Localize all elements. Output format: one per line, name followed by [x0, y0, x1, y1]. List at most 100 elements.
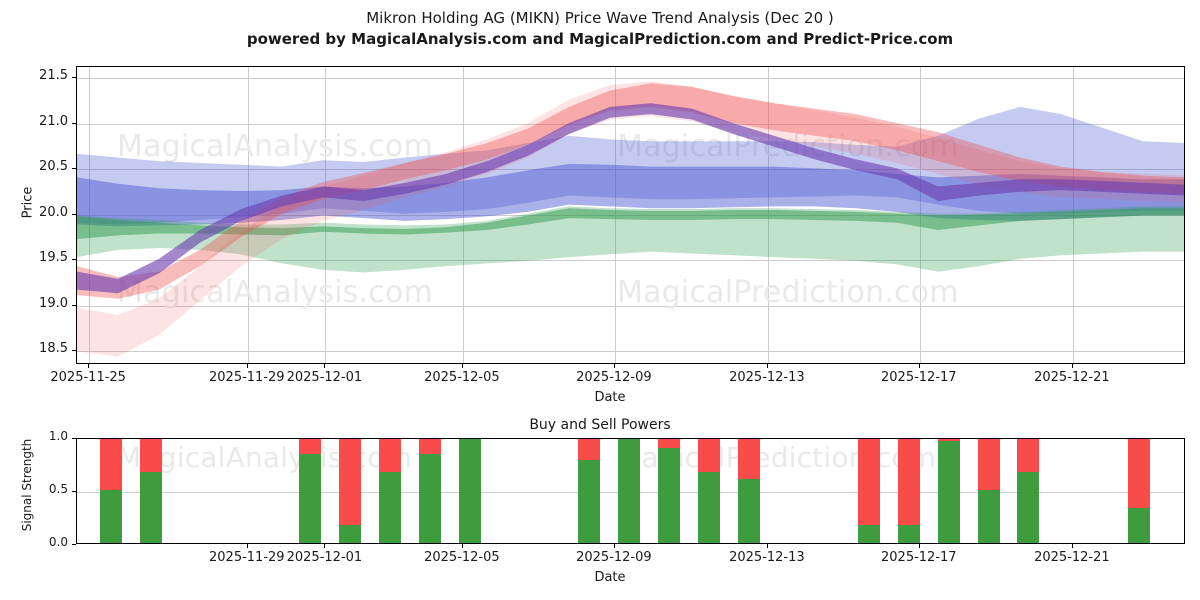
x-tick-mark [324, 544, 326, 548]
y-tick-mark [72, 544, 76, 545]
buy-power-segment [100, 490, 123, 543]
x-tick-label: 2025-12-09 [576, 370, 652, 385]
buy-power-segment [458, 439, 481, 543]
bar-column[interactable] [578, 439, 601, 543]
sell-power-segment [977, 439, 1000, 490]
main-y-axis-label: Price [20, 186, 36, 219]
gridline-vertical [462, 67, 464, 363]
x-tick-mark [246, 364, 248, 368]
bar-column[interactable] [698, 439, 720, 543]
sell-power-segment [937, 439, 960, 442]
price-wave-plot: MagicalAnalysis.com MagicalPrediction.co… [76, 66, 1185, 364]
x-tick-label: 2025-12-05 [424, 550, 500, 565]
bar-column[interactable] [658, 439, 681, 543]
y-tick-label: 20.5 [39, 159, 68, 175]
bar-column[interactable] [418, 439, 441, 543]
y-tick-label: 19.5 [39, 250, 68, 266]
band-red-wave-band [77, 83, 1184, 299]
bar-column[interactable] [1128, 439, 1151, 543]
y-tick-mark [72, 122, 76, 124]
band-pink-lower-wave [77, 81, 1184, 357]
sell-power-segment [857, 439, 880, 525]
y-tick-mark [72, 213, 76, 215]
bar-column[interactable] [1017, 439, 1040, 543]
bar-column[interactable] [897, 439, 920, 543]
chart-header: Mikron Holding AG (MIKN) Price Wave Tren… [0, 8, 1200, 50]
y-tick-label: 21.5 [39, 67, 68, 83]
x-tick-label: 2025-12-05 [424, 370, 500, 385]
bar-column[interactable] [298, 439, 321, 543]
y-tick-label: 18.5 [39, 341, 68, 357]
buy-power-segment [698, 471, 720, 543]
page-subtitle: powered by MagicalAnalysis.com and Magic… [246, 30, 954, 48]
x-tick-label: 2025-12-13 [729, 550, 805, 565]
buy-power-segment [977, 490, 1000, 543]
gridline-horizontal [77, 305, 1184, 307]
buy-power-segment [298, 453, 321, 543]
gridline-horizontal [77, 169, 1184, 171]
page-title: Mikron Holding AG (MIKN) Price Wave Tren… [366, 9, 834, 27]
bar-column[interactable] [100, 439, 123, 543]
buy-power-segment [618, 439, 641, 543]
buy-sell-powers-plot: MagicalAnalysis.com MagicalPrediction.co… [76, 438, 1185, 544]
x-tick-label: 2025-12-09 [576, 550, 652, 565]
x-tick-label: 2025-12-21 [1034, 550, 1110, 565]
bar-column[interactable] [378, 439, 401, 543]
gridline-horizontal [77, 260, 1184, 262]
buy-power-segment [658, 447, 681, 543]
bar-column[interactable] [977, 439, 1000, 543]
y-tick-mark [72, 491, 76, 492]
x-tick-label: 2025-11-29 [209, 550, 285, 565]
bar-column[interactable] [458, 439, 481, 543]
bar-column[interactable] [857, 439, 880, 543]
x-tick-mark [246, 544, 248, 548]
buy-power-segment [140, 471, 163, 543]
bar-column[interactable] [338, 439, 361, 543]
y-tick-label: 1.0 [48, 429, 68, 443]
bar-column[interactable] [618, 439, 641, 543]
x-tick-mark [1071, 544, 1073, 548]
sell-power-segment [418, 439, 441, 454]
x-tick-mark [324, 364, 326, 368]
y-tick-mark [72, 304, 76, 306]
band-green-inner-band [77, 208, 1184, 239]
sell-power-segment [738, 439, 760, 480]
bar-chart-title: Buy and Sell Powers [529, 417, 671, 433]
y-tick-mark [72, 168, 76, 170]
buy-power-segment [578, 460, 601, 543]
x-tick-label: 2025-12-01 [286, 370, 363, 385]
main-x-axis-label: Date [594, 390, 626, 405]
sell-power-segment [1128, 439, 1151, 509]
x-tick-mark [613, 544, 615, 548]
sell-power-segment [698, 439, 720, 472]
sell-power-segment [100, 439, 123, 490]
buy-power-segment [338, 524, 361, 543]
buy-power-segment [1128, 508, 1151, 543]
sell-power-segment [140, 439, 163, 472]
y-tick-label: 0.0 [48, 535, 68, 549]
y-tick-label: 0.5 [48, 482, 68, 496]
y-tick-label: 21.0 [39, 113, 68, 129]
gridline-vertical [325, 67, 327, 363]
sell-power-segment [378, 439, 401, 472]
gridline-horizontal [77, 123, 1184, 125]
buy-power-segment [937, 441, 960, 543]
x-tick-mark [918, 364, 920, 368]
y-tick-label: 19.0 [39, 295, 68, 311]
x-tick-label: 2025-12-21 [1034, 370, 1110, 385]
sell-power-segment [338, 439, 361, 525]
x-tick-label: 2025-12-13 [729, 370, 805, 385]
bar-column[interactable] [937, 439, 960, 543]
price-band-layer [77, 81, 1184, 357]
x-tick-mark [461, 364, 463, 368]
band-purple-center-line [77, 103, 1184, 294]
x-tick-mark [613, 364, 615, 368]
x-tick-mark [461, 544, 463, 548]
bar-column[interactable] [738, 439, 760, 543]
bar-column[interactable] [140, 439, 163, 543]
x-tick-label: 2025-12-17 [881, 550, 957, 565]
buy-power-segment [418, 453, 441, 543]
x-tick-mark [766, 544, 768, 548]
buy-power-segment [738, 479, 760, 543]
